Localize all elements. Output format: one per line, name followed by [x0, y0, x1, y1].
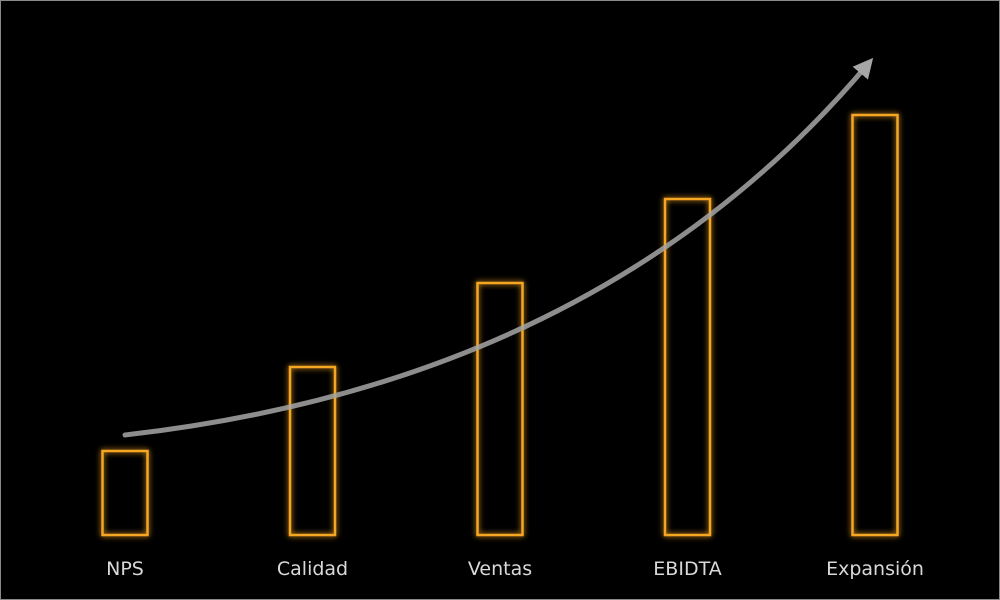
- category-label: Calidad: [277, 558, 348, 580]
- category-label: EBIDTA: [653, 558, 721, 580]
- category-label: Ventas: [468, 558, 532, 580]
- trend-arrow: [122, 57, 874, 438]
- bar-expansión: [851, 113, 899, 537]
- category-label: NPS: [106, 558, 144, 580]
- bar-calidad: [288, 365, 337, 537]
- bar-nps: [101, 449, 149, 537]
- bar-ebidta: [663, 197, 712, 537]
- bar-ventas: [476, 281, 524, 537]
- category-label: Expansión: [826, 558, 924, 580]
